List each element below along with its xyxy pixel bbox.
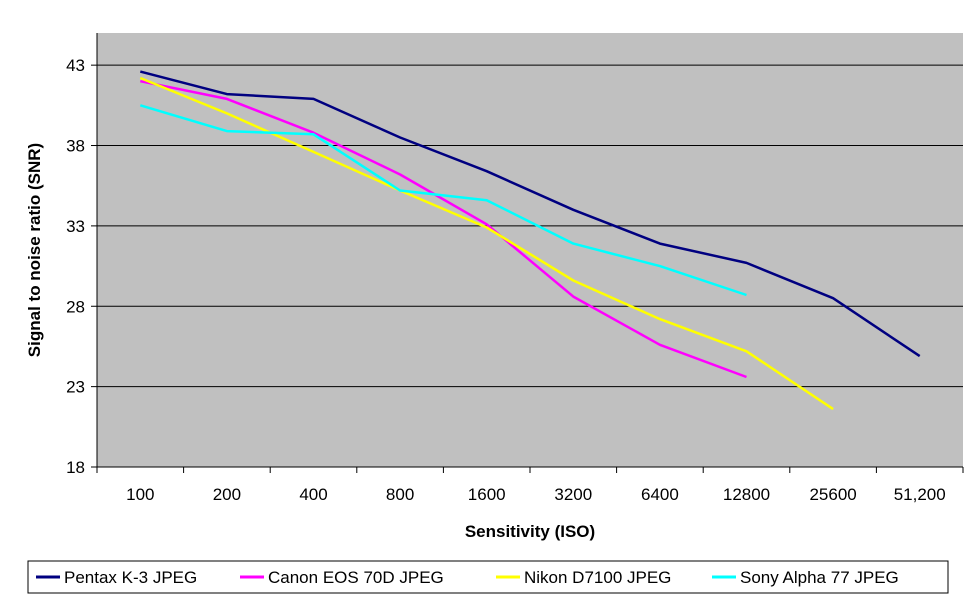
legend-item: Pentax K-3 JPEG bbox=[36, 568, 197, 587]
series-line-2 bbox=[139, 76, 834, 411]
legend-item: Canon EOS 70D JPEG bbox=[240, 568, 444, 587]
series-line-3 bbox=[139, 104, 747, 297]
y-tick-label: 18 bbox=[66, 458, 85, 477]
legend-label: Sony Alpha 77 JPEG bbox=[740, 568, 899, 587]
legend-box bbox=[27, 560, 949, 594]
x-tick-label: 100 bbox=[126, 485, 154, 504]
y-tick-label: 33 bbox=[66, 217, 85, 236]
legend-label: Canon EOS 70D JPEG bbox=[268, 568, 444, 587]
legend-label: Pentax K-3 JPEG bbox=[64, 568, 197, 587]
y-tick-label: 43 bbox=[66, 56, 85, 75]
x-axis-title: Sensitivity (ISO) bbox=[465, 522, 595, 541]
y-axis-title: Signal to noise ratio (SNR) bbox=[25, 143, 44, 357]
y-tick-labels: 18 23 28 33 38 43 bbox=[66, 56, 85, 477]
legend-item: Sony Alpha 77 JPEG bbox=[712, 568, 899, 587]
series-line-1 bbox=[140, 79, 747, 379]
x-tick-label: 6400 bbox=[641, 485, 679, 504]
grid-lines bbox=[91, 64, 963, 468]
series-lines bbox=[139, 70, 921, 411]
x-tick-label: 400 bbox=[299, 485, 327, 504]
legend-label: Nikon D7100 JPEG bbox=[524, 568, 671, 587]
y-tick-label: 28 bbox=[66, 297, 85, 316]
x-tick-label: 800 bbox=[386, 485, 414, 504]
x-tick-labels: 100 200 400 800 1600 3200 6400 12800 25600 51,200 bbox=[126, 485, 946, 504]
x-tick-label: 12800 bbox=[723, 485, 770, 504]
legend-item: Nikon D7100 JPEG bbox=[496, 568, 671, 587]
x-tick-label: 1600 bbox=[468, 485, 506, 504]
x-tick-label: 25600 bbox=[809, 485, 856, 504]
series-line-0 bbox=[139, 70, 921, 358]
legend: Pentax K-3 JPEG Canon EOS 70D JPEG Nikon D… bbox=[36, 568, 899, 587]
x-tick-label: 3200 bbox=[554, 485, 592, 504]
axes bbox=[96, 33, 964, 473]
y-tick-label: 23 bbox=[66, 378, 85, 397]
x-tick-label: 200 bbox=[213, 485, 241, 504]
y-tick-label: 38 bbox=[66, 137, 85, 156]
x-tick-label: 51,200 bbox=[894, 485, 946, 504]
